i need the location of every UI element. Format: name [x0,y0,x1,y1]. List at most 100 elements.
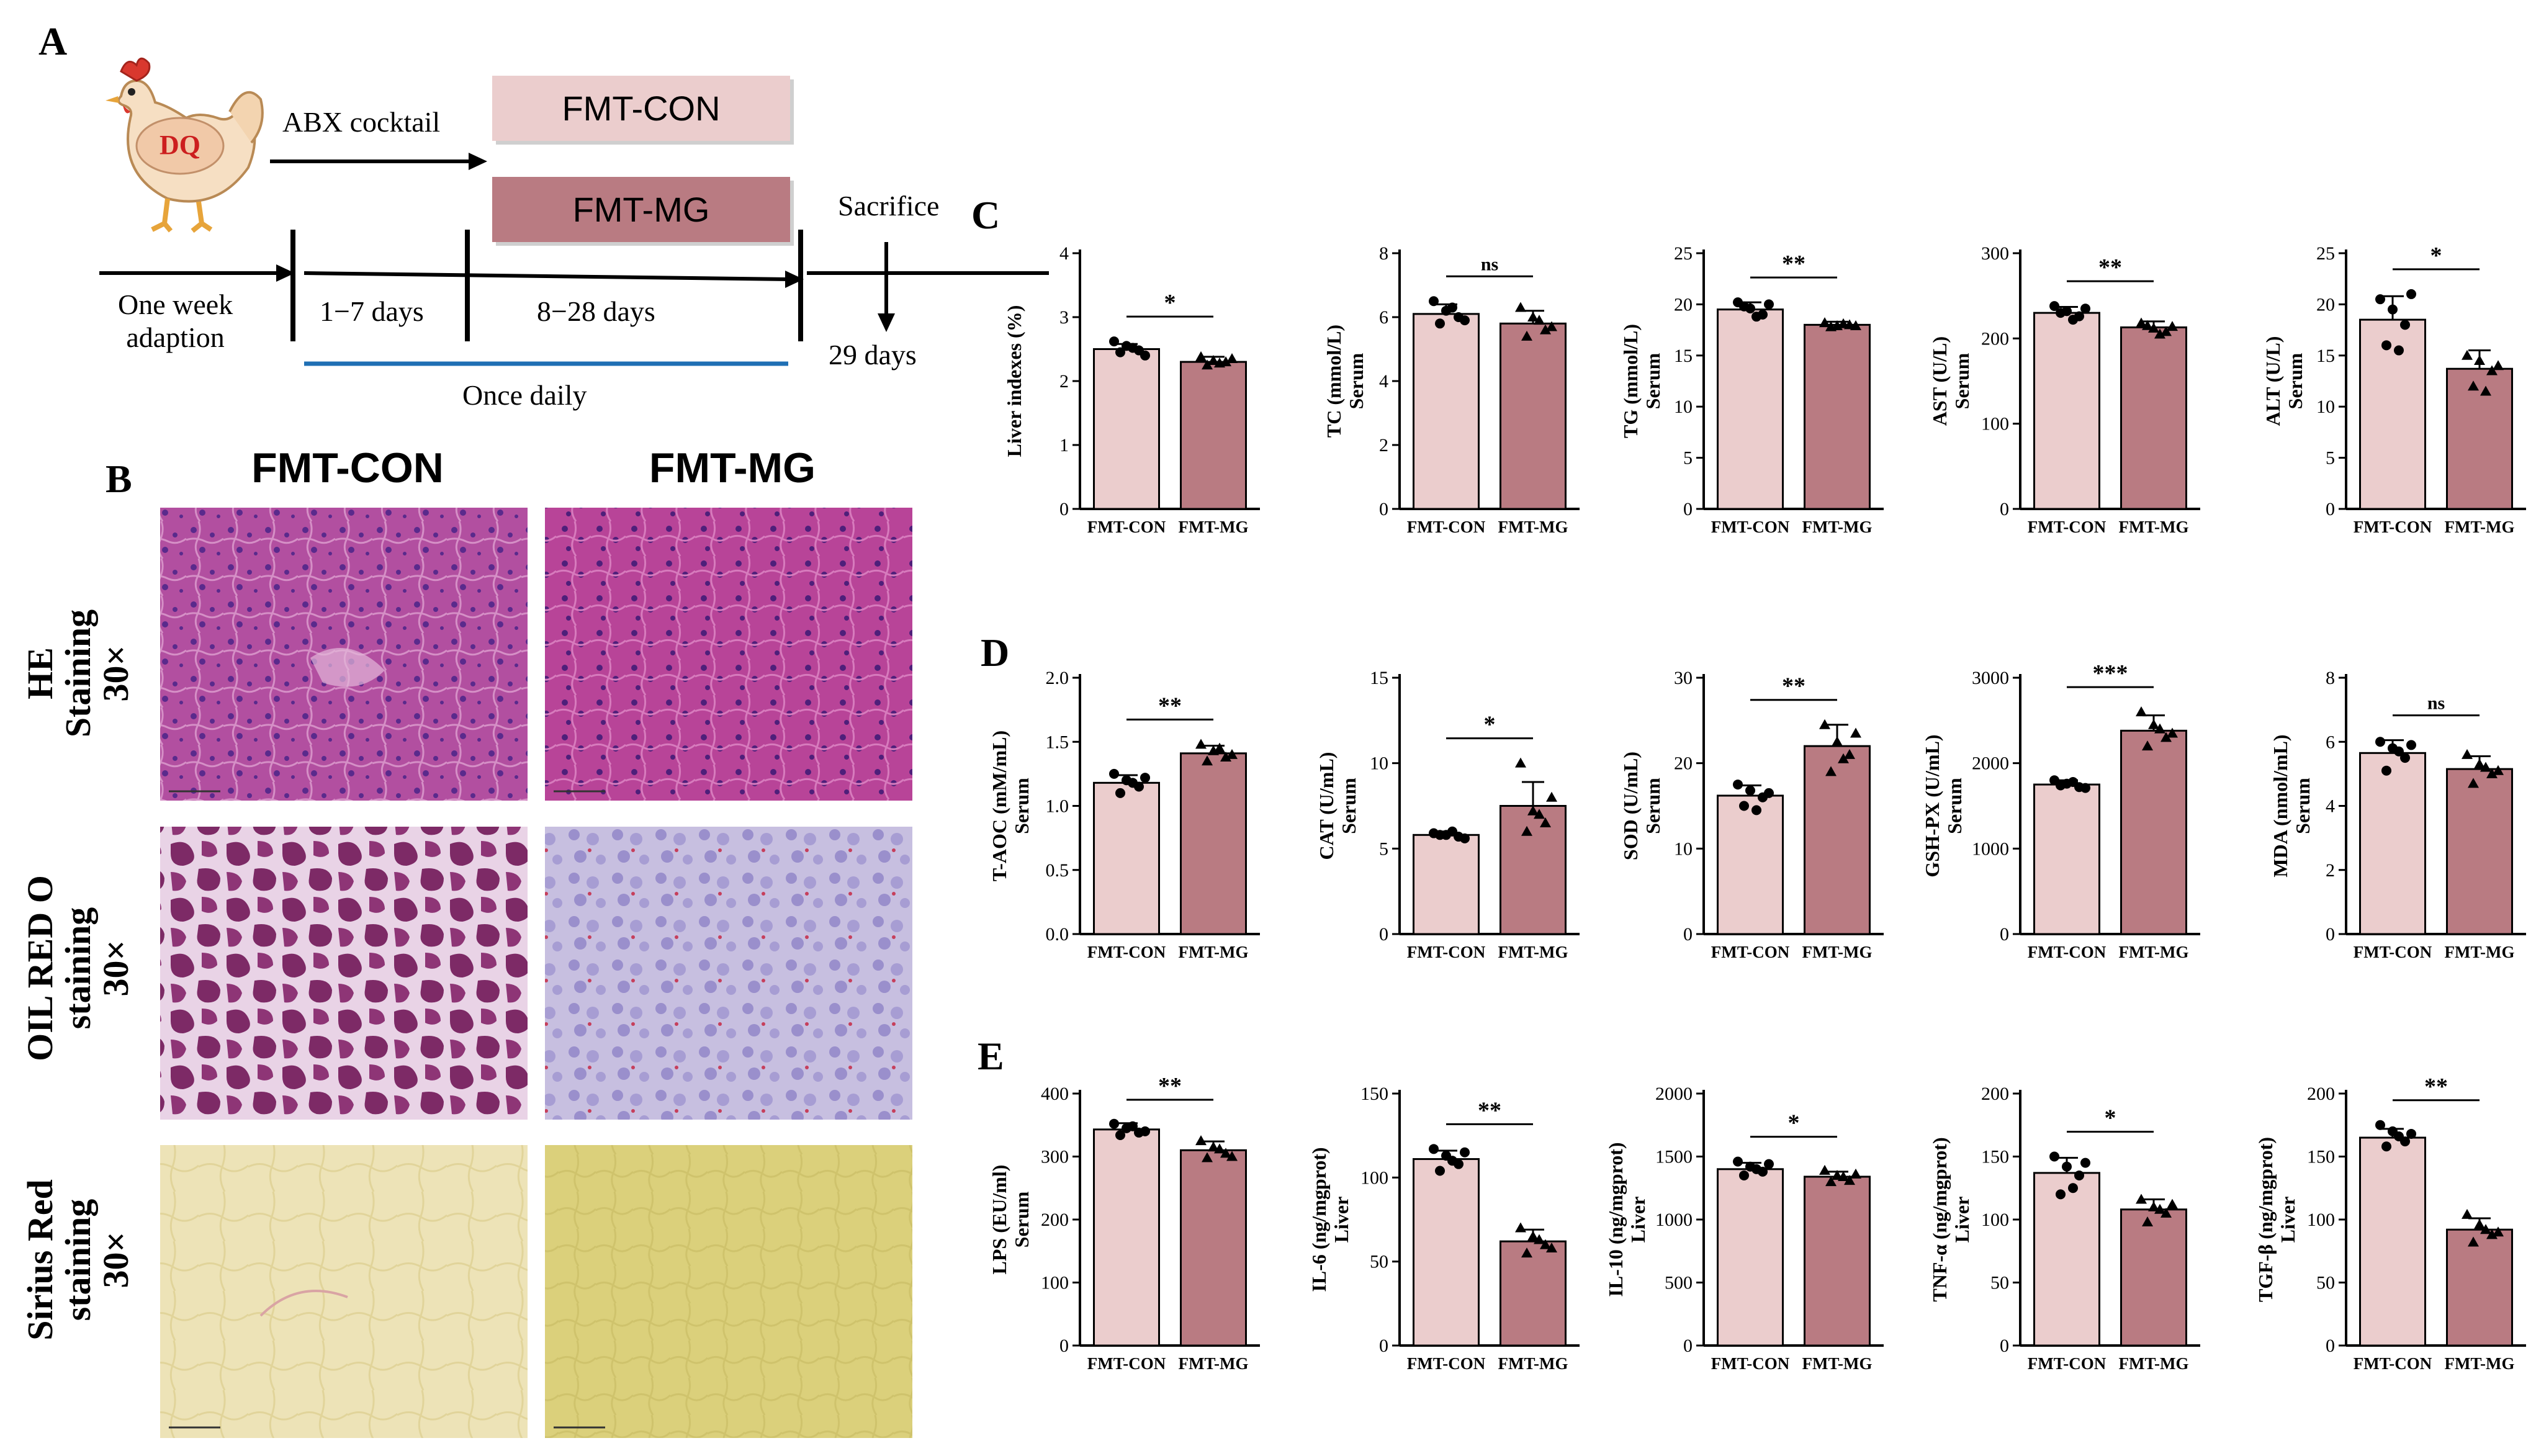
panel-label-b: B [106,457,132,501]
data-point-ast-u-l [2080,303,2090,314]
data-point-tg-mmol-l [1819,317,1830,328]
data-point-tg-mmol-l [1825,321,1837,331]
data-point-t-aoc-mm-ml [1208,745,1219,755]
data-point-lps-eu-ml [1202,1152,1213,1162]
bar-alt-u-l-fmt-con [2359,318,2426,510]
y-tick-label-liver-indexes: 1 [1059,435,1069,456]
abx-arrow [270,153,487,170]
data-point-alt-u-l [2480,385,2491,396]
y-axis-label-t-aoc-mm-ml: T-AOC (mM/mL) [988,730,1010,881]
data-point-tnf-ng-mgprot [2080,1157,2090,1168]
y-tick-label-t-aoc-mm-ml: 0.5 [1046,860,1069,881]
significance-label-ast-u-l: ** [2098,254,2122,281]
data-point-sod-u-ml [1819,719,1830,729]
data-point-cat-u-ml [1447,826,1457,837]
bar-tc-mmol-l-fmt-con [1413,313,1480,510]
significance-label-alt-u-l: * [2430,243,2442,269]
y-tick-label-tgf-ng-mgprot: 200 [2307,1084,2335,1104]
data-point-cat-u-ml [1435,830,1445,840]
data-point-mda-nmol-ml [2474,758,2485,769]
data-point-tc-mmol-l [1447,302,1457,313]
y-tick-label-mda-nmol-ml: 4 [2326,796,2335,817]
x-tick-label-tnf-ng-mgprot: FMT-CON [2028,1354,2107,1373]
data-point-tgf-ng-mgprot [2493,1226,2504,1237]
bar-tc-mmol-l-fmt-mg [1500,322,1567,510]
data-point-sod-u-ml [1825,766,1837,776]
data-point-alt-u-l [2381,340,2391,351]
panel-label-c: C [971,193,1000,237]
y-tick-label-ast-u-l: 0 [2000,499,2009,519]
bar-lps-eu-ml-fmt-mg [1180,1149,1247,1347]
data-point-tnf-ng-mgprot [2154,1203,2165,1214]
x-tick-label-gsh-px-u-ml: FMT-CON [2028,943,2107,961]
bar-ast-u-l-fmt-mg [2120,326,2187,510]
y-tick-label-tgf-ng-mgprot: 50 [2316,1273,2335,1293]
data-point-lps-eu-ml [1220,1148,1231,1158]
y-tick-label-t-aoc-mm-ml: 2.0 [1046,668,1069,688]
y-tick-label-il-10-ng-mgprot: 500 [1665,1273,1693,1293]
data-point-mda-nmol-ml [2486,768,2498,778]
bar-sod-u-ml-fmt-mg [1804,745,1871,935]
x-tick-label-liver-indexes: FMT-CON [1087,518,1166,536]
x-tick-label-sod-u-ml: FMT-MG [1802,943,1873,961]
y-axis-label-mda-nmol-ml: MDA (nmol/mL) [2269,734,2291,877]
data-point-il-6-ng-mgprot [1521,1247,1532,1258]
y-tick-label-alt-u-l: 10 [2316,397,2335,417]
panel-label-e: E [978,1034,1004,1078]
data-point-cat-u-ml [1521,825,1532,836]
bar-t-aoc-mm-ml-fmt-mg [1180,752,1247,935]
y-axis-label-tgf-ng-mgprot: TGF-β (ng/mgprot) [2254,1137,2277,1302]
data-point-alt-u-l [2486,365,2498,375]
data-point-lps-eu-ml [1208,1141,1219,1152]
y-tick-label-alt-u-l: 20 [2316,294,2335,315]
data-point-ast-u-l [2049,301,2059,312]
bar-il-10-ng-mgprot-fmt-mg [1804,1175,1871,1347]
y-tick-label-t-aoc-mm-ml: 1.0 [1046,796,1069,817]
bar-tg-mmol-l-fmt-con [1717,308,1784,510]
x-tick-label-alt-u-l: FMT-CON [2354,518,2432,536]
data-point-tnf-ng-mgprot [2142,1216,2153,1227]
data-point-tgf-ng-mgprot [2462,1208,2473,1219]
y-tick-label-tgf-ng-mgprot: 0 [2326,1336,2335,1356]
y-tick-label-il-6-ng-mgprot: 50 [1370,1252,1388,1272]
timeline [99,230,1049,366]
sacrifice-label: Sacrifice [838,190,940,222]
y-axis-label-lps-eu-ml: LPS (EU/ml) [988,1165,1010,1275]
y-tick-label-il-6-ng-mgprot: 0 [1379,1336,1388,1356]
data-point-ast-u-l [2161,326,2172,336]
data-point-tg-mmol-l [1739,301,1749,312]
y-tick-label-il-10-ng-mgprot: 1000 [1655,1210,1693,1230]
x-tick-label-lps-eu-ml: FMT-MG [1179,1354,1249,1373]
y-axis-label-cat-u-ml: CAT (U/mL) [1315,752,1338,860]
bar-gsh-px-u-ml-fmt-mg [2120,729,2187,935]
y-tick-label-tnf-ng-mgprot: 0 [2000,1336,2009,1356]
data-point-mda-nmol-ml [2406,740,2416,750]
y-tick-label-cat-u-ml: 5 [1379,838,1388,859]
y-tick-label-gsh-px-u-ml: 0 [2000,924,2009,945]
data-point-il-10-ng-mgprot [1733,1156,1743,1167]
data-point-lps-eu-ml [1140,1126,1150,1136]
data-point-gsh-px-u-ml [2080,783,2090,793]
data-point-il-6-ng-mgprot [1534,1234,1545,1244]
data-point-mda-nmol-ml [2468,778,2479,788]
data-point-il-10-ng-mgprot [1844,1175,1855,1185]
data-point-cat-u-ml [1546,791,1557,802]
x-tick-label-sod-u-ml: FMT-CON [1711,943,1790,961]
bar-t-aoc-mm-ml-fmt-con [1093,781,1160,935]
data-point-sod-u-ml [1838,753,1849,763]
data-point-cat-u-ml [1540,817,1551,828]
data-point-tgf-ng-mgprot [2474,1219,2485,1229]
data-point-il-6-ng-mgprot [1435,1166,1445,1176]
data-point-liver-indexes [1202,359,1213,370]
data-point-tg-mmol-l [1838,318,1849,328]
y-tick-label-liver-indexes: 0 [1059,499,1069,519]
data-point-tgf-ng-mgprot [2406,1128,2416,1139]
y-tick-label-ast-u-l: 200 [1981,328,2009,349]
y-tick-label-ast-u-l: 100 [1981,414,2009,434]
y-tick-label-tgf-ng-mgprot: 150 [2307,1147,2335,1167]
data-point-il-10-ng-mgprot [1825,1176,1837,1187]
x-tick-label-gsh-px-u-ml: FMT-MG [2119,943,2189,961]
data-point-tgf-ng-mgprot [2486,1229,2498,1239]
y-tick-label-sod-u-ml: 30 [1674,668,1693,688]
